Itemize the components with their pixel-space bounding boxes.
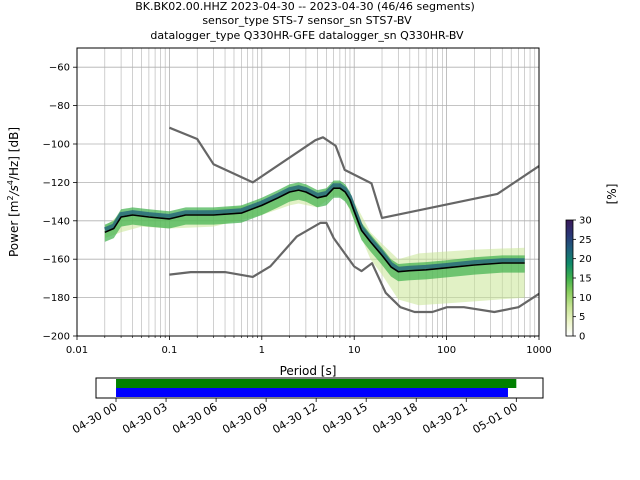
y-tick-label: −100 <box>43 140 70 151</box>
title-line-2: sensor_type STS-7 sensor_sn STS7-BV <box>202 14 412 27</box>
curve-noise-model-lower <box>169 221 539 314</box>
x-tick-label: 0.01 <box>66 345 88 356</box>
time-tick-label: 04-30 12 <box>270 400 319 436</box>
time-tick-label: 04-30 21 <box>420 400 469 436</box>
time-ticks: 04-30 00 04-30 03 04-30 06 04-30 09 04-30 12… <box>70 398 520 436</box>
y-axis-label-part-1: Power [m <box>7 201 21 257</box>
curve-mode <box>104 187 525 273</box>
colorbar-fill <box>565 219 574 337</box>
x-tick-label: 10 <box>348 345 361 356</box>
time-bar-psd-segments <box>116 388 508 397</box>
colorbar-tick-label: 25 <box>579 235 592 246</box>
curve-noise-model-upper <box>168 126 539 219</box>
time-bar-data-coverage <box>116 379 517 388</box>
colorbar-tick-label: 10 <box>579 293 592 304</box>
time-tick-label: 04-30 06 <box>170 400 219 436</box>
y-tick-label: −180 <box>43 293 70 304</box>
y-tick-label: −200 <box>43 332 70 343</box>
time-tick-label: 04-30 03 <box>120 400 169 436</box>
colorbar-tick-label: 0 <box>579 332 585 343</box>
pdf-band-core <box>104 180 525 282</box>
y-tick-label: −80 <box>49 101 70 112</box>
psd-plot: 0.01 0.1 1 10 100 1000 −200 −180 −160 −140 −120 −1… <box>6 47 552 378</box>
colorbar-ticks: 0 5 10 15 20 25 30 <box>573 216 592 343</box>
colorbar-label: [%] <box>605 184 619 205</box>
time-tick-label: 04-30 00 <box>70 400 119 436</box>
pdf-band-peak <box>104 183 525 271</box>
y-tick-label: −160 <box>43 255 70 266</box>
y-axis-label-sup-1: 2 <box>6 195 15 200</box>
colorbar-tick-label: 30 <box>579 216 592 227</box>
time-tick-label: 04-30 18 <box>370 400 419 436</box>
y-tick-label: −120 <box>43 178 70 189</box>
plot-frame <box>76 47 540 337</box>
colorbar-tick-label: 5 <box>579 312 585 323</box>
time-tick-label: 05-01 00 <box>470 400 519 436</box>
x-tick-label: 1 <box>259 345 265 356</box>
title-line-1: BK.BK02.00.HHZ 2023-04-30 -- 2023-04-30 … <box>135 0 475 13</box>
colorbar: 0 5 10 15 20 25 30 [%] <box>565 184 619 343</box>
title-line-3: datalogger_type Q330HR-GFE datalogger_sn… <box>150 29 464 42</box>
y-axis-label-sup-2: 4 <box>6 180 15 185</box>
time-tick-label: 04-30 09 <box>220 400 269 436</box>
colorbar-tick-label: 15 <box>579 274 592 285</box>
y-axis-label-part-2: /s <box>7 185 21 196</box>
y-axis-label-part-3: /Hz] [dB] <box>7 127 21 180</box>
x-ticks: 0.01 0.1 1 10 100 1000 <box>66 336 552 356</box>
y-tick-label: −60 <box>49 63 70 74</box>
time-tick-label: 04-30 15 <box>320 400 369 436</box>
colorbar-tick-label: 20 <box>579 254 592 265</box>
time-bars <box>116 379 517 397</box>
x-tick-label: 0.1 <box>161 345 177 356</box>
y-ticks: −200 −180 −160 −140 −120 −100 −80 −60 <box>43 63 77 343</box>
y-axis-label: Power [m2/s4/Hz] [dB] <box>6 127 21 257</box>
curves <box>104 126 539 314</box>
x-tick-label: 1000 <box>526 345 551 356</box>
x-axis-label: Period [s] <box>280 364 337 378</box>
time-axis: 04-30 00 04-30 03 04-30 06 04-30 09 04-30 12… <box>70 377 544 436</box>
y-tick-label: −140 <box>43 216 70 227</box>
x-tick-label: 100 <box>437 345 456 356</box>
